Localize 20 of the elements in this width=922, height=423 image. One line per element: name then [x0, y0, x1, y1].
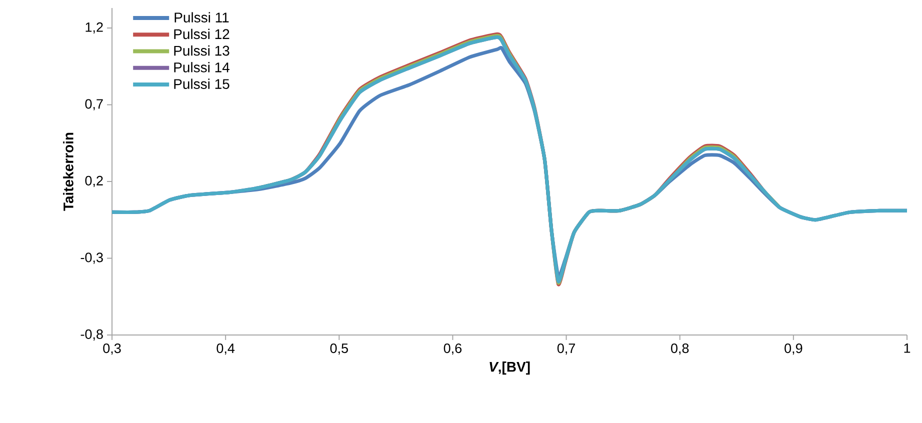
x-tick-label: 0,4 — [216, 344, 235, 355]
x-tick-label: 0,7 — [557, 344, 575, 355]
y-tick-label: -0,8 — [80, 329, 103, 341]
x-tick-label: 0,9 — [784, 344, 802, 355]
y-tick-label: 0,7 — [85, 99, 103, 110]
y-tick-label: 1,2 — [86, 22, 103, 34]
x-tick-label: 1 — [904, 344, 910, 353]
y-axis-title: Taitekerroin — [63, 132, 74, 211]
x-axis-title: V,[BV] — [490, 362, 530, 375]
y-tick-label: 0,2 — [85, 176, 103, 188]
x-tick-label: 0,3 — [103, 344, 121, 355]
legend-label: Pulssi 14 — [174, 62, 230, 72]
legend-label: Pulssi 12 — [174, 28, 230, 40]
legend-label: Pulssi 13 — [174, 45, 230, 56]
x-tick-label: 0,5 — [330, 344, 348, 355]
x-tick-label: 0,8 — [671, 344, 689, 355]
x-tick-label: 0,6 — [444, 344, 462, 355]
y-tick-label: -0,3 — [80, 252, 103, 264]
legend-label: Pulssi 11 — [174, 12, 229, 22]
legend-label: Pulssi 15 — [174, 78, 230, 89]
